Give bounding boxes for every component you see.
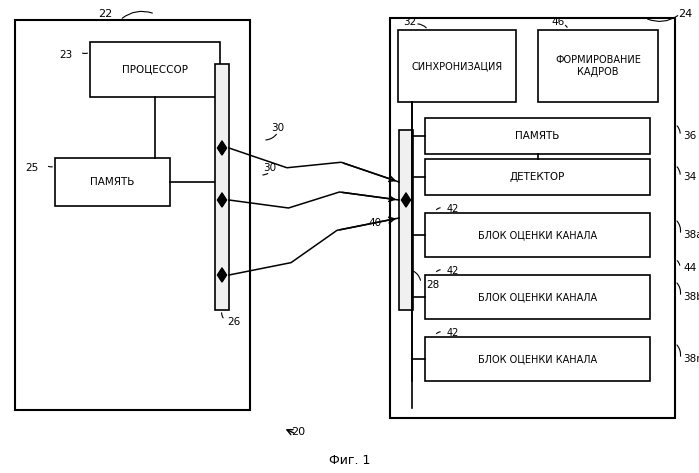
Text: ФОРМИРОВАНИЕ
КАДРОВ: ФОРМИРОВАНИЕ КАДРОВ <box>555 55 641 77</box>
Text: ПАМЯТЬ: ПАМЯТЬ <box>90 177 135 187</box>
Text: БЛОК ОЦЕНКИ КАНАЛА: БЛОК ОЦЕНКИ КАНАЛА <box>478 292 597 302</box>
Text: ПРОЦЕССОР: ПРОЦЕССОР <box>122 64 188 75</box>
Bar <box>390 18 675 418</box>
Polygon shape <box>401 193 410 207</box>
Text: БЛОК ОЦЕНКИ КАНАЛА: БЛОК ОЦЕНКИ КАНАЛА <box>478 230 597 240</box>
Text: 42: 42 <box>447 266 459 276</box>
Bar <box>425 118 650 154</box>
Text: 20: 20 <box>291 427 305 437</box>
Text: 44: 44 <box>683 263 696 273</box>
Text: 24: 24 <box>678 9 692 19</box>
Text: 32: 32 <box>403 17 417 27</box>
Text: 38n: 38n <box>683 354 699 364</box>
Text: Фиг. 1: Фиг. 1 <box>329 454 370 466</box>
Text: СИНХРОНИЗАЦИЯ: СИНХРОНИЗАЦИЯ <box>412 61 503 71</box>
Text: 34: 34 <box>683 172 696 182</box>
Text: 28: 28 <box>426 280 439 290</box>
Text: 42: 42 <box>447 328 459 338</box>
Text: 25: 25 <box>24 163 38 173</box>
Text: 36: 36 <box>683 131 696 141</box>
Text: 26: 26 <box>227 317 240 327</box>
Text: 23: 23 <box>59 50 72 60</box>
Text: 46: 46 <box>552 17 565 27</box>
Text: 22: 22 <box>98 9 112 19</box>
Text: БЛОК ОЦЕНКИ КАНАЛА: БЛОК ОЦЕНКИ КАНАЛА <box>478 354 597 364</box>
Bar <box>425 275 650 319</box>
Bar <box>425 213 650 257</box>
Text: ДЕТЕКТОР: ДЕТЕКТОР <box>510 172 565 182</box>
Text: 42: 42 <box>447 204 459 214</box>
Bar <box>398 30 516 102</box>
Polygon shape <box>217 193 226 207</box>
Polygon shape <box>217 141 226 155</box>
Bar <box>538 30 658 102</box>
Text: 30: 30 <box>271 123 284 133</box>
Bar <box>15 20 250 410</box>
Text: 38b: 38b <box>683 292 699 302</box>
Bar <box>425 337 650 381</box>
Bar <box>90 42 220 97</box>
Bar <box>215 64 229 310</box>
Text: 38a: 38a <box>683 230 699 240</box>
Text: 40: 40 <box>369 218 382 228</box>
Text: 30: 30 <box>264 163 277 173</box>
Bar <box>399 130 413 310</box>
Text: ПАМЯТЬ: ПАМЯТЬ <box>515 131 560 141</box>
Bar <box>55 158 170 206</box>
Bar <box>425 159 650 195</box>
Polygon shape <box>217 268 226 282</box>
